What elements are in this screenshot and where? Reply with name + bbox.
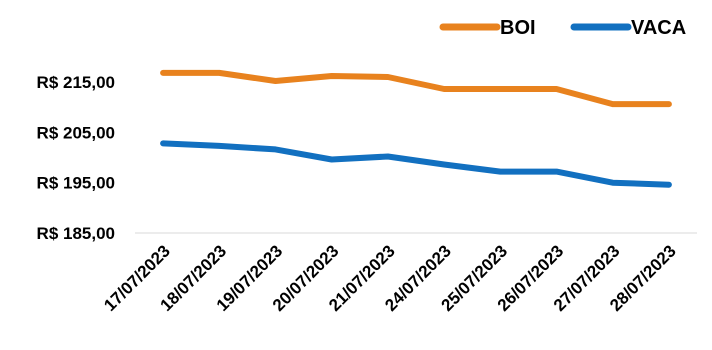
series-line-boi (160, 69, 672, 108)
legend-label-boi: BOI (500, 17, 536, 39)
plot-area (160, 69, 672, 188)
y-tick-label: R$ 205,00 (37, 123, 115, 142)
legend: BOI VACA (439, 17, 686, 39)
x-axis: 17/07/202318/07/202319/07/202320/07/2023… (100, 241, 679, 315)
series-line-vaca (160, 140, 672, 188)
y-tick-label: R$ 195,00 (37, 174, 115, 193)
y-axis: R$ 185,00 R$ 195,00 R$ 205,00 R$ 215,00 (37, 73, 115, 243)
legend-label-vaca: VACA (631, 17, 686, 39)
y-tick-label: R$ 215,00 (37, 73, 115, 92)
y-tick-label: R$ 185,00 (37, 224, 115, 243)
